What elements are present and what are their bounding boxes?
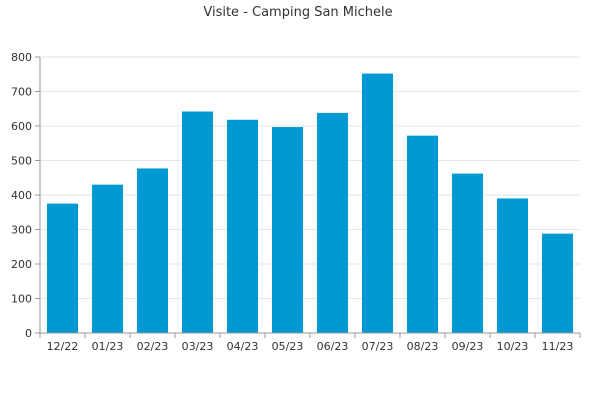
y-tick-label: 400 — [11, 189, 32, 202]
y-axis-ticks: 0 100 200 300 400 500 600 700 800 — [11, 51, 40, 340]
bars — [46, 73, 574, 333]
x-tick-label: 06/23 — [317, 340, 349, 353]
bar-11-23 — [541, 233, 574, 333]
y-tick-label: 700 — [11, 86, 32, 99]
bar-04-23 — [226, 119, 259, 333]
bar-02-23 — [136, 168, 169, 333]
x-tick-label: 01/23 — [92, 340, 124, 353]
y-tick-label: 200 — [11, 258, 32, 271]
x-tick-label: 07/23 — [362, 340, 394, 353]
chart-title: Visite - Camping San Michele — [203, 5, 392, 20]
grid-lines — [40, 56, 580, 299]
bar-10-23 — [496, 198, 529, 333]
x-tick-label: 08/23 — [407, 340, 439, 353]
bar-07-23 — [361, 73, 394, 333]
bar-05-23 — [271, 127, 304, 333]
x-tick-label: 11/23 — [542, 340, 574, 353]
bar-08-23 — [406, 135, 439, 333]
x-tick-label: 09/23 — [452, 340, 484, 353]
x-tick-label: 12/22 — [47, 340, 79, 353]
y-tick-label: 100 — [11, 293, 32, 306]
x-axis-ticks: 12/22 01/23 02/23 03/23 04/23 05/23 06/23 07/23… — [39, 333, 581, 353]
x-tick-label: 02/23 — [137, 340, 169, 353]
y-tick-label: 600 — [11, 120, 32, 133]
x-tick-label: 03/23 — [182, 340, 214, 353]
y-tick-label: 500 — [11, 155, 32, 168]
bar-06-23 — [316, 112, 349, 333]
x-tick-label: 04/23 — [227, 340, 259, 353]
bar-12-22 — [46, 203, 79, 333]
bar-03-23 — [181, 111, 214, 333]
y-tick-label: 0 — [25, 327, 32, 340]
bar-01-23 — [91, 184, 124, 333]
x-tick-label: 10/23 — [497, 340, 529, 353]
bar-09-23 — [451, 173, 484, 333]
y-tick-label: 800 — [11, 51, 32, 64]
x-tick-label: 05/23 — [272, 340, 304, 353]
y-tick-label: 300 — [11, 224, 32, 237]
